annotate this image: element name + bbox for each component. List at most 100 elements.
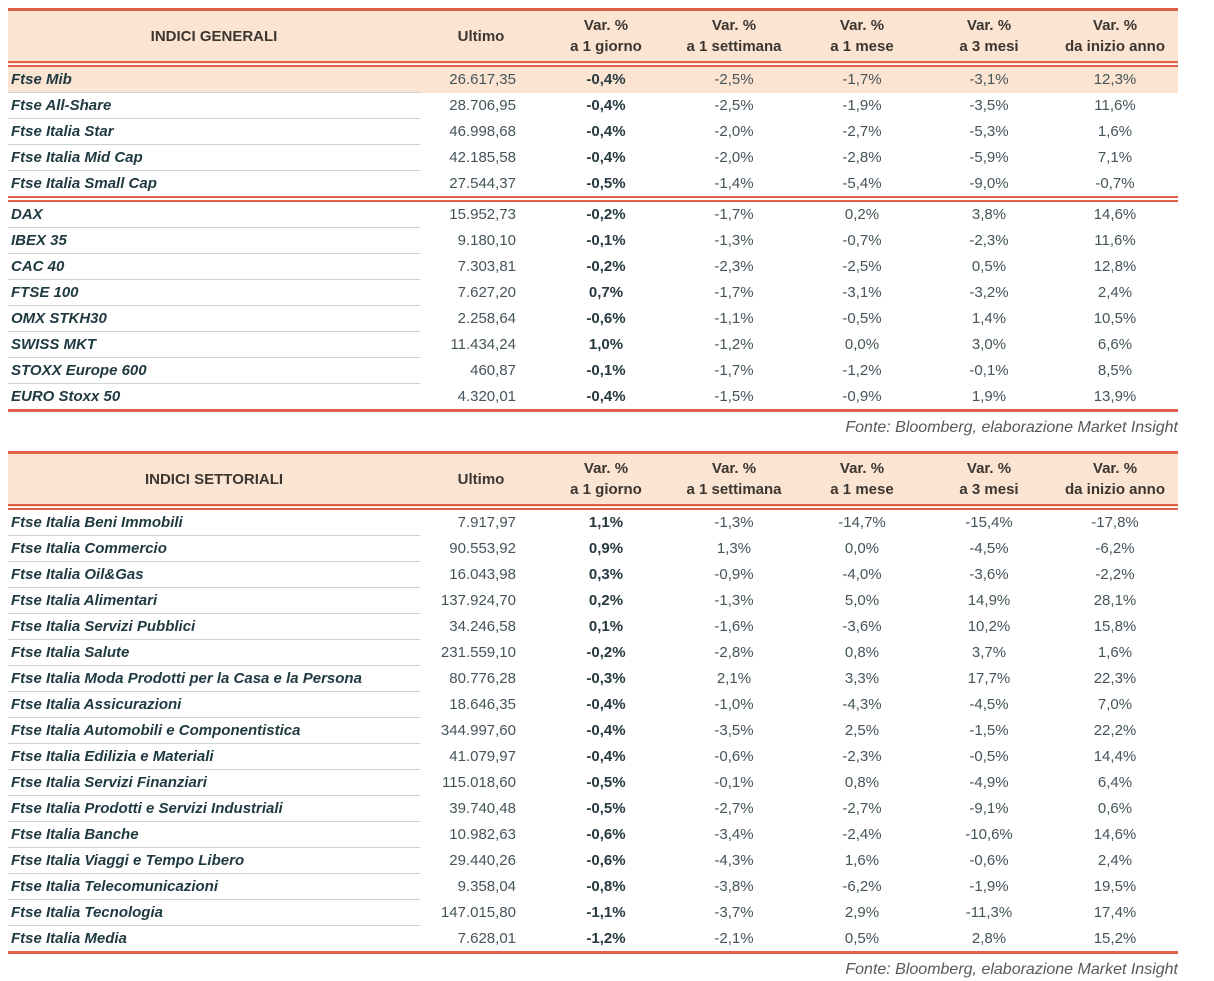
var-1m-value: -2,5%	[842, 258, 882, 275]
var-1w-value: -1,2%	[714, 336, 754, 353]
table-row: Ftse Italia Beni Immobili 7.917,97 1,1% -1,…	[8, 507, 1178, 536]
ultimo-value: 80.776,28	[449, 670, 516, 687]
ultimo-value: 42.185,58	[449, 149, 516, 166]
var-1m-value: -0,5%	[842, 310, 882, 327]
table-row: Ftse Italia Mid Cap 42.185,58 -0,4% -2,0% -2…	[8, 144, 1178, 171]
var-3m-value: -10,6%	[965, 826, 1013, 843]
table-row: Ftse Italia Commercio 90.553,92 0,9% 1,3% 0,…	[8, 535, 1178, 562]
table-row: Ftse Italia Salute 231.559,10 -0,2% -2,8% 0,…	[8, 639, 1178, 666]
table-row: EURO Stoxx 50 4.320,01 -0,4% -1,5% -0,9% 1,9%…	[8, 383, 1178, 412]
var-1m-value: -2,4%	[842, 826, 882, 843]
col-header-var-3m: Var. % a 3 mesi	[926, 8, 1052, 67]
table-row: CAC 40 7.303,81 -0,2% -2,3% -2,5% 0,5% 12,8%	[8, 253, 1178, 280]
var-1m-value: -0,7%	[842, 232, 882, 249]
var-1m-value: 0,8%	[844, 774, 880, 791]
var-1d-value: -0,5%	[586, 774, 626, 791]
var-3m-value: 17,7%	[967, 670, 1011, 687]
index-name: Ftse Italia Media	[8, 925, 420, 954]
table-title: INDICI GENERALI	[8, 8, 420, 67]
var-1d-value: -0,4%	[586, 149, 626, 166]
var-3m-value: 0,5%	[971, 258, 1007, 275]
var-3m-value: -4,5%	[969, 540, 1009, 557]
index-name: Ftse Italia Star	[8, 118, 420, 145]
col-header-ultimo: Ultimo	[420, 451, 542, 510]
table-row: Ftse All-Share 28.706,95 -0,4% -2,5% -1,9% -3…	[8, 92, 1178, 119]
ultimo-value: 344.997,60	[440, 722, 516, 739]
ultimo-value: 2.258,64	[457, 310, 516, 327]
var-1d-value: 0,2%	[588, 592, 624, 609]
var-1w-value: -3,5%	[714, 722, 754, 739]
col-header-var-ytd: Var. % da inizio anno	[1052, 451, 1178, 510]
var-3m-value: 3,7%	[971, 644, 1007, 661]
var-1d-value: 0,9%	[588, 540, 624, 557]
var-3m-value: -0,6%	[969, 852, 1009, 869]
var-ytd-value: 15,2%	[1052, 925, 1178, 954]
var-1m-value: -0,9%	[798, 383, 926, 412]
table-title: INDICI SETTORIALI	[8, 451, 420, 510]
var-ytd-value: 11,6%	[1094, 97, 1136, 114]
var-ytd-value: 14,6%	[1093, 826, 1137, 843]
var-1m-value: 0,5%	[798, 925, 926, 954]
var-1d-value: -0,4%	[586, 748, 626, 765]
var-1w-value: 1,3%	[716, 540, 752, 557]
table-row: Ftse Italia Moda Prodotti per la Casa e …	[8, 665, 1178, 692]
var-1d-value: -0,6%	[586, 826, 626, 843]
var-ytd-value: 6,4%	[1097, 774, 1133, 791]
var-ytd-value: 12,3%	[1052, 64, 1178, 93]
var-1m-value: -1,7%	[798, 64, 926, 93]
source-note: Fonte: Bloomberg, elaborazione Market In…	[845, 419, 1178, 436]
var-ytd-value: 11,6%	[1094, 232, 1136, 249]
index-name: Ftse Italia Moda Prodotti per la Casa e …	[8, 665, 420, 692]
index-name: Ftse Mib	[8, 64, 420, 93]
var-1w-value: -1,3%	[714, 514, 754, 532]
var-3m-value: -1,9%	[969, 878, 1009, 895]
ultimo-value: 10.982,63	[449, 826, 516, 843]
var-1m-value: -3,1%	[842, 284, 882, 301]
var-1w-value: -1,0%	[714, 696, 754, 713]
index-name: FTSE 100	[8, 279, 420, 306]
var-1w-value: -1,5%	[670, 383, 798, 412]
var-1d-value: -0,8%	[586, 878, 626, 895]
var-ytd-value: 7,1%	[1097, 149, 1133, 166]
general-indices-table: INDICI GENERALI Ultimo Var. % a 1 giorno…	[8, 8, 1178, 412]
var-3m-value: 3,0%	[971, 336, 1007, 353]
var-ytd-value: 14,4%	[1093, 748, 1137, 765]
var-ytd-value: -17,8%	[1091, 514, 1139, 532]
var-1d-value: -0,1%	[586, 362, 626, 379]
var-1m-value: 2,5%	[844, 722, 880, 739]
ultimo-value: 34.246,58	[449, 618, 516, 635]
ultimo-value: 90.553,92	[449, 540, 516, 557]
var-1w-value: -2,0%	[714, 123, 754, 140]
var-1w-value: -3,7%	[714, 904, 754, 921]
index-name: Ftse Italia Banche	[8, 821, 420, 848]
var-1d-value: -0,6%	[586, 852, 626, 869]
var-3m-value: 1,9%	[926, 383, 1052, 412]
var-3m-value: -2,3%	[969, 232, 1009, 249]
table-row: IBEX 35 9.180,10 -0,1% -1,3% -0,7% -2,3% 11,6%	[8, 227, 1178, 254]
header-row: INDICI SETTORIALI Ultimo Var. % a 1 gior…	[8, 451, 1178, 510]
var-1m-value: -2,7%	[842, 123, 882, 140]
var-ytd-value: 15,8%	[1093, 618, 1137, 635]
index-name: SWISS MKT	[8, 331, 420, 358]
ultimo-value: 7.303,81	[457, 258, 516, 275]
var-3m-value: -3,6%	[969, 566, 1009, 583]
var-1w-value: -1,6%	[714, 618, 754, 635]
var-1w-value: -2,1%	[670, 925, 798, 954]
var-1w-value: -2,5%	[670, 64, 798, 93]
var-ytd-value: 2,4%	[1097, 852, 1133, 869]
ultimo-value: 4.320,01	[420, 383, 542, 412]
var-1w-value: -4,3%	[714, 852, 754, 869]
var-ytd-value: 28,1%	[1093, 592, 1137, 609]
var-1w-value: -1,3%	[714, 592, 754, 609]
index-name: STOXX Europe 600	[8, 357, 420, 384]
var-3m-value: -3,5%	[969, 97, 1009, 114]
ultimo-value: 7.917,97	[457, 514, 516, 532]
var-1d-value: -0,4%	[586, 696, 626, 713]
index-name: Ftse Italia Commercio	[8, 535, 420, 562]
var-ytd-value: 7,0%	[1097, 696, 1133, 713]
table-row: Ftse Italia Servizi Finanziari 115.018,60…	[8, 769, 1178, 796]
ultimo-value: 7.628,01	[420, 925, 542, 954]
ultimo-value: 26.617,35	[420, 64, 542, 93]
var-3m-value: -5,3%	[969, 123, 1009, 140]
ultimo-value: 27.544,37	[449, 174, 516, 192]
